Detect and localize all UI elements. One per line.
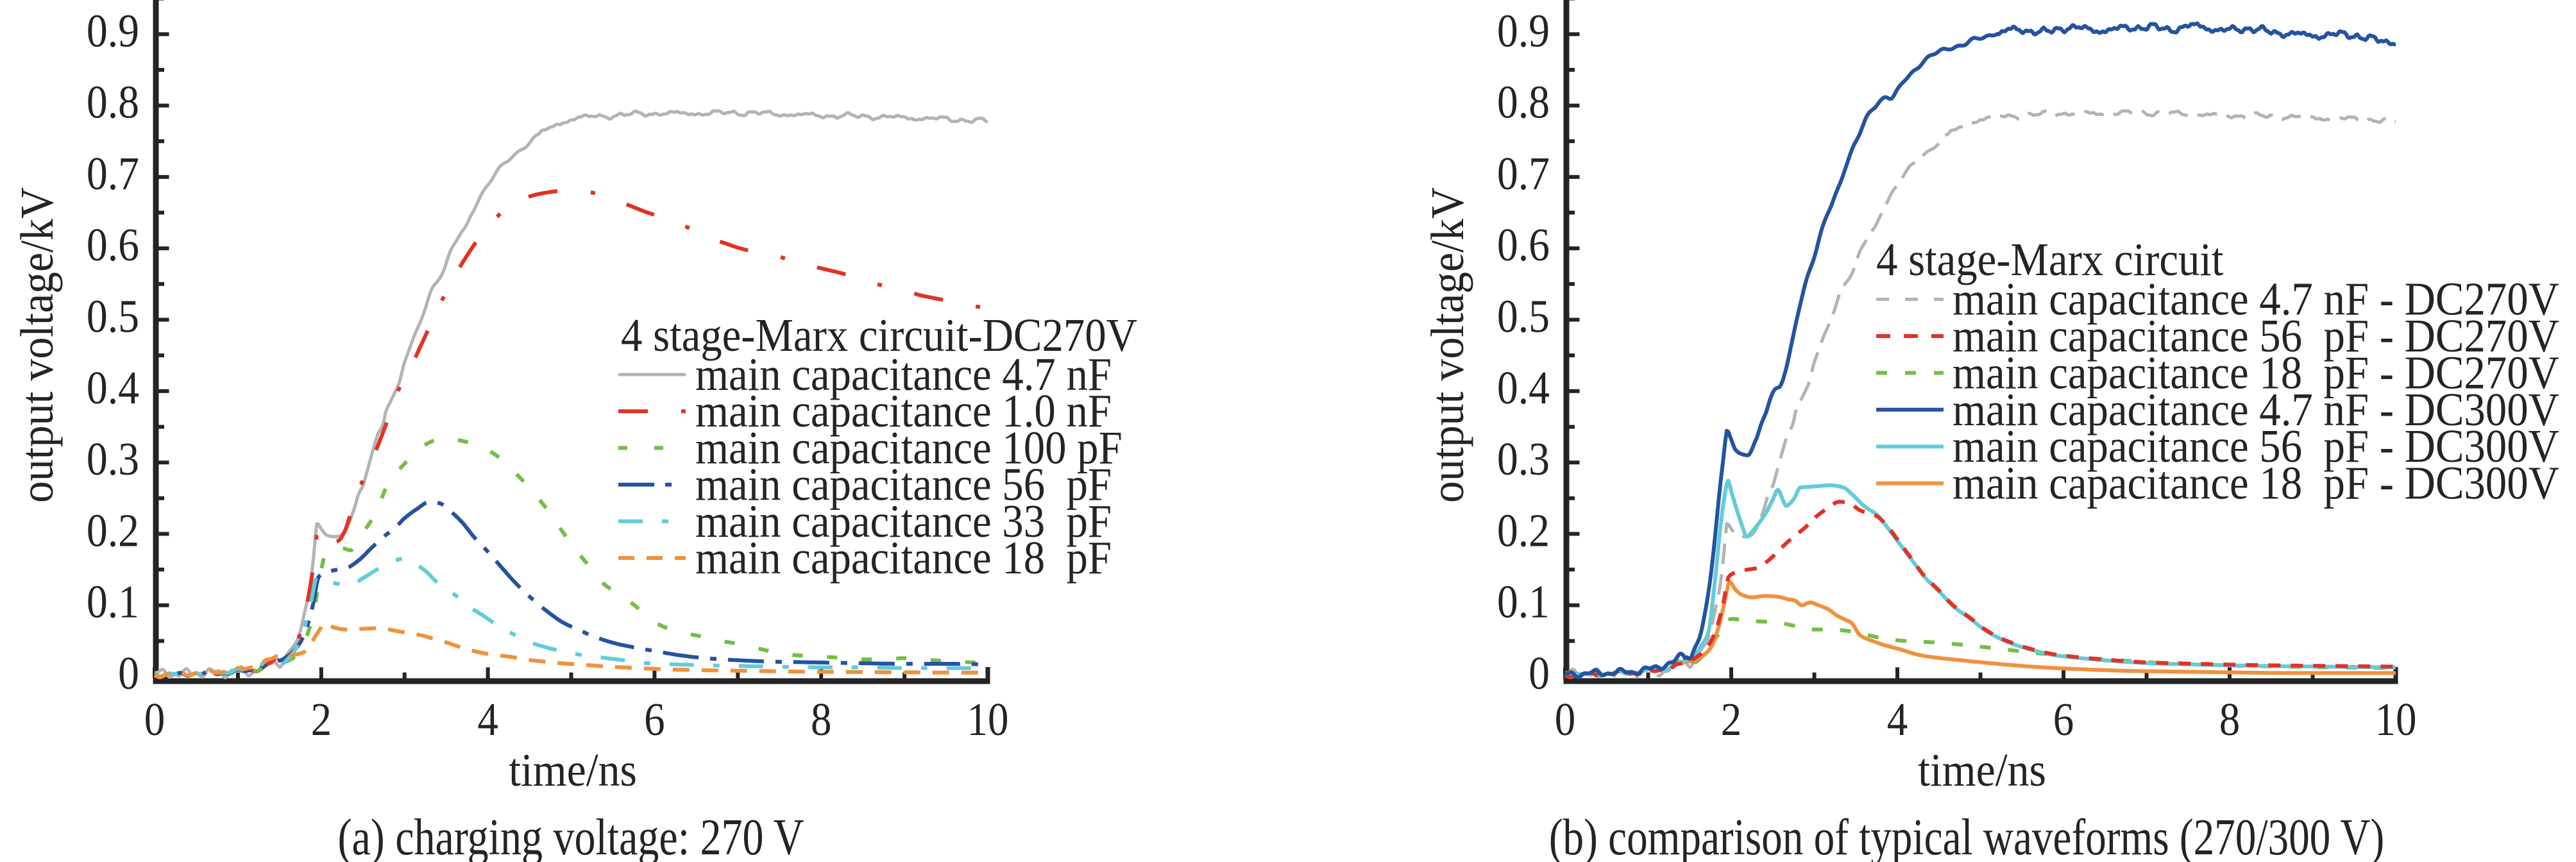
svg-text:main capacitance 4.7 nF - DC30: main capacitance 4.7 nF - DC300V <box>1953 384 2559 435</box>
svg-text:6: 6 <box>644 693 665 745</box>
svg-text:2: 2 <box>1721 693 1741 745</box>
svg-text:main capacitance 4.7 nF: main capacitance 4.7 nF <box>695 349 1112 400</box>
svg-text:main capacitance 18 pF - DC30: main capacitance 18 pF - DC300V <box>1953 458 2559 509</box>
svg-text:0.1: 0.1 <box>87 577 139 629</box>
svg-text:main capacitance 18 pF: main capacitance 18 pF <box>695 532 1112 584</box>
svg-text:0: 0 <box>1555 693 1575 745</box>
svg-text:2: 2 <box>311 693 332 745</box>
svg-text:output voltage/kV: output voltage/kV <box>12 187 64 503</box>
svg-text:(b) comparison of typical wave: (b) comparison of typical waveforms (270… <box>1549 809 2384 862</box>
svg-text:0.4: 0.4 <box>1497 362 1550 414</box>
svg-text:4 stage-Marx circuit-DC270V: 4 stage-Marx circuit-DC270V <box>621 310 1137 361</box>
svg-text:0: 0 <box>144 693 165 745</box>
svg-text:0.7: 0.7 <box>87 148 139 200</box>
svg-text:(a) charging voltage: 270 V: (a) charging voltage: 270 V <box>338 809 804 862</box>
svg-text:main capacitance 56 pF - DC30: main capacitance 56 pF - DC300V <box>1953 421 2559 473</box>
svg-text:0.9: 0.9 <box>1497 5 1550 57</box>
svg-text:8: 8 <box>811 693 831 745</box>
svg-text:0.3: 0.3 <box>1497 434 1550 486</box>
svg-text:0.6: 0.6 <box>1497 219 1550 271</box>
svg-text:4: 4 <box>477 693 498 745</box>
svg-text:main capacitance 33 pF: main capacitance 33 pF <box>695 496 1112 547</box>
svg-text:4: 4 <box>1887 693 1908 745</box>
svg-text:0: 0 <box>1529 648 1550 700</box>
svg-text:4 stage-Marx circuit: 4 stage-Marx circuit <box>1876 234 2224 285</box>
svg-text:main capacitance 4.7 nF - DC27: main capacitance 4.7 nF - DC270V <box>1953 274 2559 325</box>
svg-text:time/ns: time/ns <box>1918 745 2046 797</box>
svg-text:main capacitance 56 pF - DC27: main capacitance 56 pF - DC270V <box>1953 310 2559 362</box>
svg-text:0.3: 0.3 <box>87 434 139 486</box>
svg-text:10: 10 <box>967 693 1009 745</box>
svg-text:10: 10 <box>2375 693 2417 745</box>
svg-text:0.8: 0.8 <box>1497 76 1550 128</box>
svg-text:0.1: 0.1 <box>1497 577 1550 629</box>
svg-text:0.5: 0.5 <box>1497 291 1550 342</box>
svg-text:main capacitance 1.0 nF: main capacitance 1.0 nF <box>695 386 1112 437</box>
svg-text:0.9: 0.9 <box>87 5 139 57</box>
svg-text:0.2: 0.2 <box>1497 505 1550 557</box>
svg-text:0.6: 0.6 <box>87 219 139 271</box>
svg-text:0.2: 0.2 <box>87 505 139 557</box>
svg-text:time/ns: time/ns <box>509 745 637 797</box>
svg-text:main capacitance 56 pF: main capacitance 56 pF <box>695 459 1112 511</box>
svg-text:0.7: 0.7 <box>1497 148 1550 200</box>
svg-text:main capacitance 18 pF - DC27: main capacitance 18 pF - DC270V <box>1953 348 2559 399</box>
svg-text:8: 8 <box>2219 693 2240 745</box>
svg-text:0.4: 0.4 <box>87 362 139 414</box>
svg-text:output voltage/kV: output voltage/kV <box>1422 187 1474 503</box>
svg-text:0.5: 0.5 <box>87 291 139 342</box>
svg-text:0.8: 0.8 <box>87 76 139 128</box>
svg-text:main capacitance 100 pF: main capacitance 100 pF <box>695 423 1123 474</box>
svg-text:6: 6 <box>2053 693 2074 745</box>
svg-text:0: 0 <box>118 648 139 700</box>
